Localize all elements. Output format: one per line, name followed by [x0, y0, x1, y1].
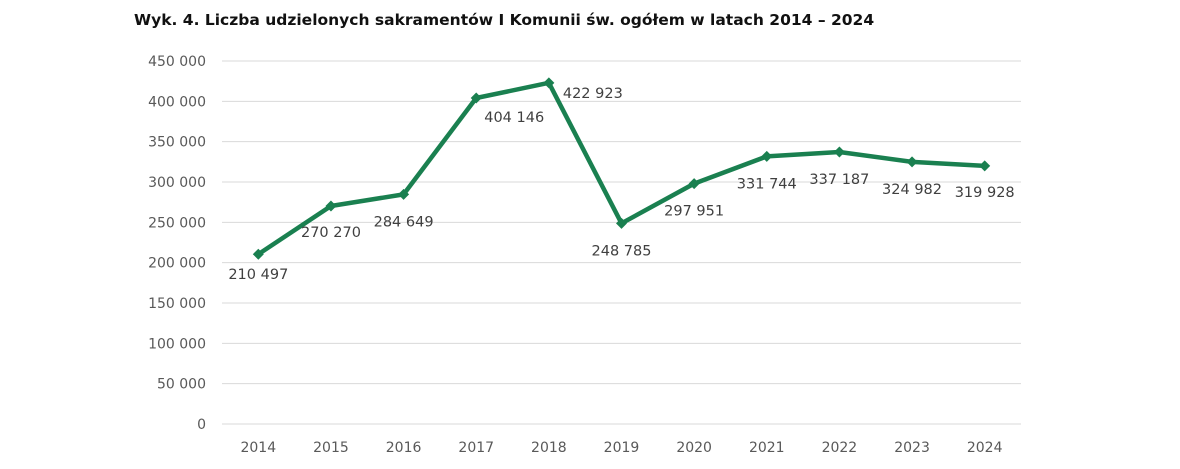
data-label: 331 744 — [737, 176, 797, 192]
y-tick-label: 300 000 — [148, 175, 206, 191]
x-tick-label: 2016 — [386, 440, 422, 456]
data-point-marker — [616, 217, 627, 229]
data-point-marker — [833, 146, 845, 158]
x-tick-label: 2020 — [676, 440, 712, 456]
data-label: 210 497 — [228, 267, 288, 283]
x-tick-label: 2014 — [240, 440, 276, 456]
y-axis-tick-labels: 0 50 000 100 000 150 000 200 000 250 000 300 0… — [148, 54, 206, 433]
data-point-marker — [906, 156, 918, 168]
y-tick-label: 0 — [197, 417, 206, 433]
data-point-marker — [398, 188, 410, 200]
x-tick-label: 2019 — [604, 440, 640, 456]
data-point-marker — [325, 200, 337, 212]
x-tick-label: 2015 — [313, 440, 349, 456]
y-tick-label: 200 000 — [148, 256, 206, 272]
data-markers — [252, 77, 991, 260]
data-labels: 210 497 270 270 284 649 404 146 422 923 248 7… — [228, 86, 1014, 283]
data-label: 248 785 — [592, 243, 652, 259]
y-tick-label: 350 000 — [148, 135, 206, 151]
y-tick-label: 100 000 — [148, 336, 206, 352]
x-tick-label: 2022 — [822, 440, 858, 456]
data-point-marker — [979, 160, 991, 172]
y-tick-label: 400 000 — [148, 94, 206, 110]
data-label: 319 928 — [955, 185, 1015, 201]
y-tick-label: 50 000 — [157, 377, 206, 393]
x-tick-label: 2023 — [894, 440, 930, 456]
x-axis-tick-labels: 2014 2015 2016 2017 2018 2019 2020 2021 2022 2023… — [240, 440, 1002, 456]
y-tick-label: 250 000 — [148, 215, 206, 231]
data-label: 297 951 — [664, 204, 724, 220]
data-point-marker — [761, 150, 773, 162]
y-tick-label: 450 000 — [148, 54, 206, 70]
data-label: 404 146 — [484, 110, 544, 126]
x-tick-label: 2021 — [749, 440, 785, 456]
data-label: 284 649 — [374, 214, 434, 230]
chart-title: Wyk. 4. Liczba udzielonych sakramentów I… — [134, 11, 875, 29]
data-label: 324 982 — [882, 182, 942, 198]
data-label: 270 270 — [301, 225, 361, 241]
x-tick-label: 2017 — [458, 440, 494, 456]
data-point-marker — [688, 178, 700, 190]
data-point-marker — [252, 248, 264, 260]
data-point-marker — [543, 77, 555, 89]
data-label: 422 923 — [563, 86, 623, 102]
x-tick-label: 2024 — [967, 440, 1003, 456]
gridlines — [222, 60, 1021, 425]
data-point-marker — [470, 92, 482, 104]
x-tick-label: 2018 — [531, 440, 567, 456]
data-label: 337 187 — [809, 172, 869, 188]
y-tick-label: 150 000 — [148, 296, 206, 312]
